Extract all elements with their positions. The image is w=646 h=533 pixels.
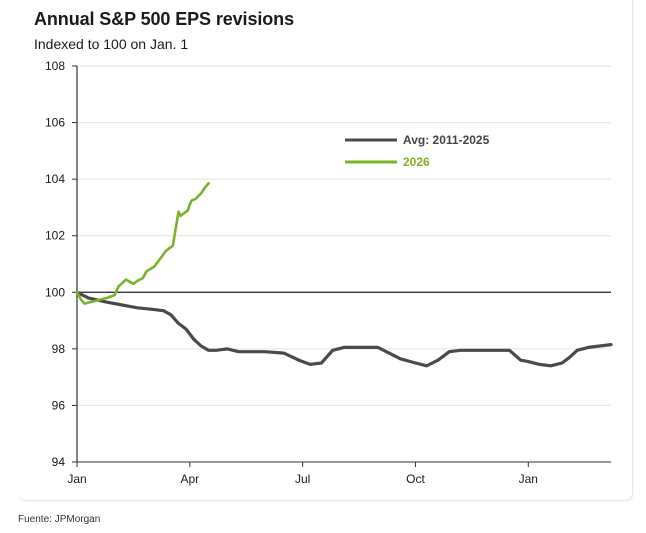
y-tick-label-100: 100 [45, 285, 65, 299]
series-layer [75, 182, 613, 368]
y-tick-label-108: 108 [45, 59, 65, 73]
chart-title: Annual S&P 500 EPS revisions [34, 9, 294, 29]
y-tick-label-106: 106 [45, 116, 65, 130]
legend-label-2026: 2026 [403, 155, 430, 169]
x-tick-label-oct-3: Oct [406, 472, 425, 486]
y-tick-label-102: 102 [45, 229, 65, 243]
y-tick-label-98: 98 [52, 342, 66, 356]
x-tick-label-jul-2: Jul [295, 472, 310, 486]
legend: Avg: 2011-2025 2026 [345, 133, 490, 169]
source-note: Fuente: JPMorgan [18, 514, 101, 525]
y-tick-label-104: 104 [45, 172, 65, 186]
legend-label-avg-2011-2025: Avg: 2011-2025 [403, 133, 490, 147]
chart-card [18, 0, 633, 501]
x-tick-label-jan-0: Jan [67, 472, 86, 486]
y-tick-label-96: 96 [52, 398, 66, 412]
series-line-2026 [75, 182, 210, 305]
series-line-avg-2011-2025 [75, 290, 613, 368]
grid-layer [77, 65, 611, 463]
x-tick-label-apr-1: Apr [180, 472, 199, 486]
y-tick-label-94: 94 [52, 455, 66, 469]
x-tick-label-jan-4: Jan [519, 472, 538, 486]
chart-subtitle: Indexed to 100 on Jan. 1 [34, 36, 189, 52]
